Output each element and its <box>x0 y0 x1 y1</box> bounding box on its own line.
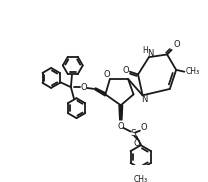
Text: O: O <box>174 40 180 49</box>
Text: CH₃: CH₃ <box>186 67 199 76</box>
Text: O: O <box>118 122 124 131</box>
Text: N: N <box>147 49 153 58</box>
Polygon shape <box>119 105 123 120</box>
Text: O: O <box>140 123 147 132</box>
Text: H: H <box>142 46 148 55</box>
Polygon shape <box>95 88 105 96</box>
Text: O: O <box>80 83 87 92</box>
Text: CH₃: CH₃ <box>134 175 148 182</box>
Text: O: O <box>104 70 110 79</box>
Text: S: S <box>131 129 136 138</box>
Text: O: O <box>122 66 129 75</box>
Text: O: O <box>134 139 140 148</box>
Text: N: N <box>141 95 148 104</box>
